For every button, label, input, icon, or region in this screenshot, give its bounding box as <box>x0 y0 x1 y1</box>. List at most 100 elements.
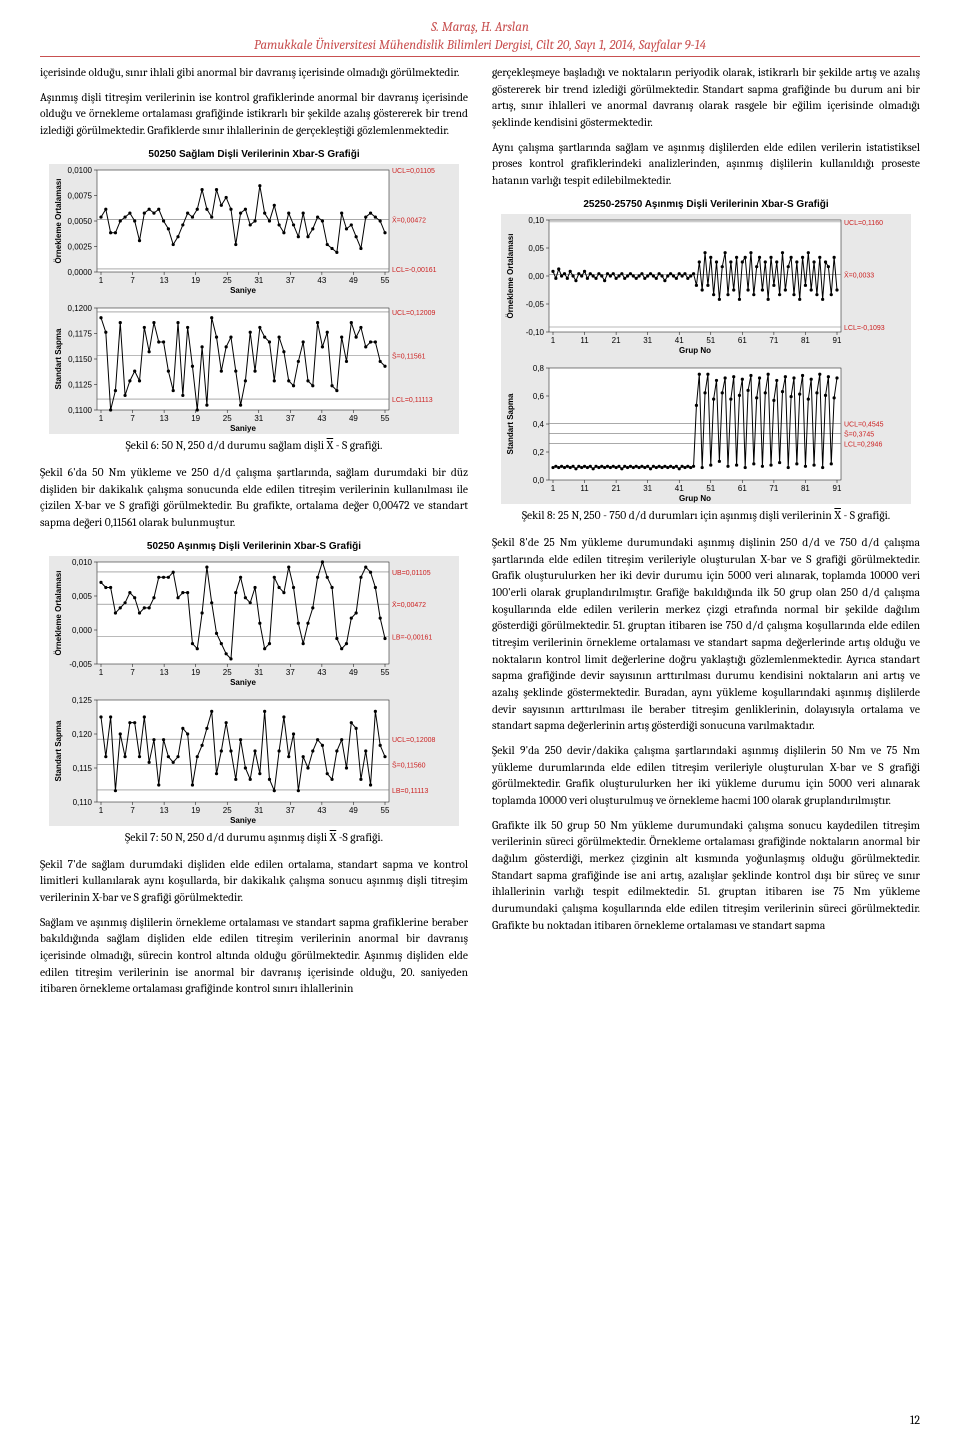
svg-text:31: 31 <box>643 484 652 493</box>
svg-text:13: 13 <box>160 414 169 423</box>
svg-text:Saniye: Saniye <box>230 816 256 825</box>
right-p5: Grafikte ilk 50 grup 50 Nm yükleme durum… <box>492 818 920 935</box>
svg-text:0,120: 0,120 <box>72 730 93 739</box>
left-p5: Sağlam ve aşınmış dişlilerin örnekleme o… <box>40 915 468 998</box>
svg-text:0,125: 0,125 <box>72 696 93 705</box>
svg-text:0,005: 0,005 <box>72 592 93 601</box>
svg-text:0,0050: 0,0050 <box>68 217 93 226</box>
svg-text:Grup No: Grup No <box>679 494 711 503</box>
svg-text:Örnekleme Ortalaması: Örnekleme Ortalaması <box>506 234 515 319</box>
svg-text:LCL=0,11113: LCL=0,11113 <box>392 397 433 404</box>
svg-text:25: 25 <box>223 276 232 285</box>
chart6-title: 50250 Sağlam Dişli Verilerinin Xbar-S Gr… <box>40 148 468 163</box>
svg-text:1: 1 <box>99 276 104 285</box>
svg-text:7: 7 <box>130 276 135 285</box>
svg-text:Standart Sapma: Standart Sapma <box>506 393 515 454</box>
svg-text:0,2: 0,2 <box>533 448 545 457</box>
svg-text:61: 61 <box>738 336 747 345</box>
svg-text:1: 1 <box>551 484 556 493</box>
svg-text:LB=-0,00161: LB=-0,00161 <box>392 635 432 642</box>
svg-text:55: 55 <box>381 668 390 677</box>
svg-text:UCL=0,12008: UCL=0,12008 <box>392 737 436 744</box>
chart7: -0,0050,0000,0050,010171319253137434955S… <box>49 556 459 826</box>
svg-text:0,4: 0,4 <box>533 420 545 429</box>
svg-text:-0,05: -0,05 <box>526 300 545 309</box>
authors: S. Maraş, H. Arslan <box>40 20 920 35</box>
svg-text:43: 43 <box>317 668 326 677</box>
svg-text:LCL=0,2946: LCL=0,2946 <box>844 442 882 449</box>
left-p2: Aşınmış dişli titreşim verilerinin ise k… <box>40 90 468 140</box>
svg-text:51: 51 <box>706 484 715 493</box>
left-p3: Şekil 6'da 50 Nm yükleme ve 250 d/d çalı… <box>40 465 468 532</box>
svg-text:0,1100: 0,1100 <box>68 406 92 415</box>
svg-text:13: 13 <box>160 806 169 815</box>
svg-text:37: 37 <box>286 276 295 285</box>
svg-text:0,1125: 0,1125 <box>68 381 92 390</box>
svg-text:11: 11 <box>580 336 589 345</box>
right-p2: Aynı çalışma şartlarında sağlam ve aşınm… <box>492 140 920 190</box>
svg-text:UB=0,01105: UB=0,01105 <box>392 570 431 577</box>
journal-citation: Pamukkale Üniversitesi Mühendislik Bilim… <box>40 38 920 57</box>
svg-text:41: 41 <box>675 484 684 493</box>
svg-text:19: 19 <box>191 806 200 815</box>
fig7-caption: Şekil 7: 50 N, 250 d/d durumu aşınmış di… <box>40 830 468 847</box>
svg-text:25: 25 <box>223 668 232 677</box>
svg-text:31: 31 <box>254 414 263 423</box>
svg-text:-0,005: -0,005 <box>69 660 92 669</box>
svg-text:71: 71 <box>769 336 778 345</box>
svg-text:49: 49 <box>349 668 358 677</box>
svg-text:0,05: 0,05 <box>528 244 544 253</box>
svg-text:37: 37 <box>286 668 295 677</box>
svg-text:81: 81 <box>801 336 810 345</box>
page-header: S. Maraş, H. Arslan Pamukkale Üniversite… <box>40 20 920 57</box>
svg-text:0,8: 0,8 <box>533 364 545 373</box>
svg-text:0,1175: 0,1175 <box>68 330 92 339</box>
svg-text:0,000: 0,000 <box>72 626 93 635</box>
svg-text:13: 13 <box>160 276 169 285</box>
svg-text:51: 51 <box>706 336 715 345</box>
right-p1: gerçekleşmeye başladığı ve noktaların pe… <box>492 65 920 132</box>
svg-text:7: 7 <box>130 414 135 423</box>
svg-text:S̄=0,11560: S̄=0,11560 <box>392 762 426 770</box>
svg-text:31: 31 <box>254 806 263 815</box>
svg-text:0,0100: 0,0100 <box>68 166 93 175</box>
svg-text:Standart Sapma: Standart Sapma <box>54 720 63 781</box>
left-p1: içerisinde olduğu, sınır ihlali gibi ano… <box>40 65 468 82</box>
svg-text:81: 81 <box>801 484 810 493</box>
left-column: içerisinde olduğu, sınır ihlali gibi ano… <box>40 65 468 1006</box>
svg-text:91: 91 <box>833 336 842 345</box>
svg-text:0,10: 0,10 <box>528 216 544 225</box>
svg-text:Saniye: Saniye <box>230 424 256 433</box>
svg-text:Örnekleme Ortalaması: Örnekleme Ortalaması <box>54 179 63 264</box>
svg-text:UCL=0,01105: UCL=0,01105 <box>392 168 435 175</box>
svg-text:0,110: 0,110 <box>73 798 93 807</box>
page-number: 12 <box>910 1413 920 1427</box>
svg-text:31: 31 <box>254 276 263 285</box>
svg-text:21: 21 <box>612 336 621 345</box>
svg-text:0,0075: 0,0075 <box>68 192 93 201</box>
fig8-caption: Şekil 8: 25 N, 250 - 750 d/d durumları i… <box>492 508 920 525</box>
svg-text:0,00: 0,00 <box>528 272 544 281</box>
svg-text:0,0025: 0,0025 <box>68 243 93 252</box>
svg-text:11: 11 <box>580 484 589 493</box>
svg-text:LCL=-0,1093: LCL=-0,1093 <box>844 325 885 332</box>
svg-text:49: 49 <box>349 276 358 285</box>
svg-text:43: 43 <box>317 276 326 285</box>
svg-text:-0,10: -0,10 <box>526 328 545 337</box>
svg-text:55: 55 <box>381 806 390 815</box>
svg-text:1: 1 <box>99 806 104 815</box>
svg-text:19: 19 <box>191 276 200 285</box>
svg-text:S̄=0,3745: S̄=0,3745 <box>844 431 874 439</box>
svg-text:91: 91 <box>833 484 842 493</box>
svg-text:0,0000: 0,0000 <box>68 268 93 277</box>
svg-text:0,6: 0,6 <box>533 392 545 401</box>
svg-text:49: 49 <box>349 414 358 423</box>
right-p3: Şekil 8'de 25 Nm yükleme durumundaki aşı… <box>492 535 920 735</box>
svg-text:UCL=0,12009: UCL=0,12009 <box>392 310 436 317</box>
svg-text:X̄=0,0033: X̄=0,0033 <box>844 272 874 280</box>
svg-text:1: 1 <box>551 336 556 345</box>
svg-text:43: 43 <box>317 806 326 815</box>
svg-text:7: 7 <box>130 806 135 815</box>
fig6-caption: Şekil 6: 50 N, 250 d/d durumu sağlam diş… <box>40 438 468 455</box>
chart6: 0,0000 0,0025 0,0050 0,0075 0,0100 1 7 13 19 25 31… <box>49 164 459 434</box>
